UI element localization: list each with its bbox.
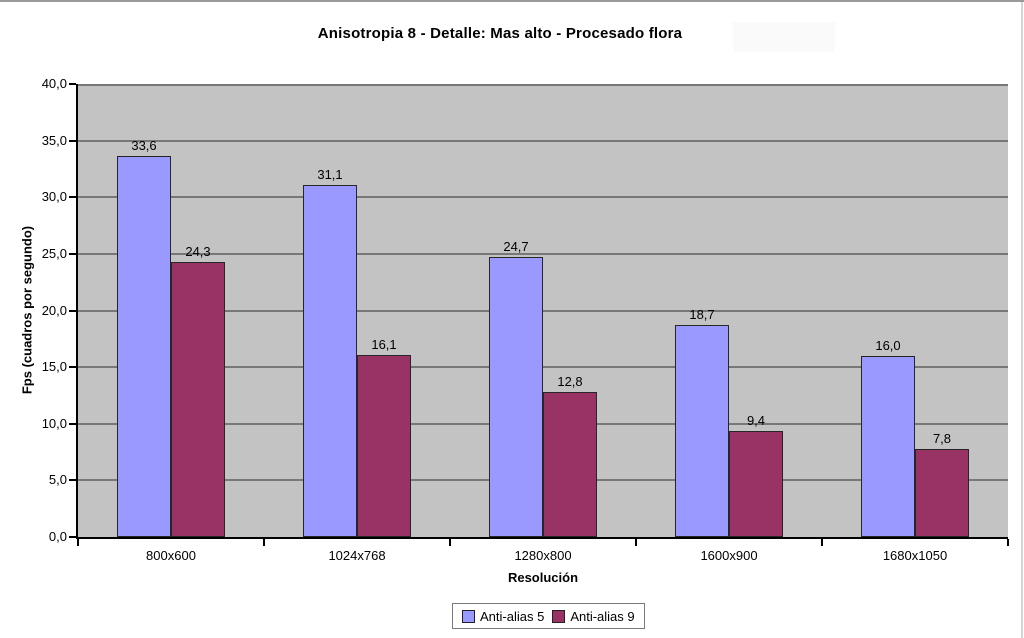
bar-value-label: 18,7	[689, 307, 715, 322]
bar-anti-alias-9	[171, 262, 225, 537]
y-tick-mark	[69, 252, 76, 255]
y-tick-label: 30,0	[41, 189, 67, 205]
legend-item: Anti-alias 5	[462, 609, 544, 624]
bar-anti-alias-5	[675, 325, 729, 537]
bar-value-label: 16,0	[875, 338, 901, 353]
bar-value-label: 12,8	[557, 374, 583, 389]
x-category-label: 1600x900	[700, 548, 758, 563]
y-tick-label: 15,0	[41, 359, 67, 375]
bar-anti-alias-5	[489, 257, 543, 537]
window-top-border	[0, 0, 1024, 2]
bar-anti-alias-5	[303, 185, 357, 537]
y-gridline	[78, 252, 1008, 255]
bar-anti-alias-9	[357, 355, 411, 537]
bar-anti-alias-9	[915, 449, 969, 537]
bar-anti-alias-9	[729, 431, 783, 537]
y-tick-label: 0,0	[48, 529, 67, 544]
x-category-label: 1024x768	[328, 548, 386, 563]
y-tick-mark	[69, 196, 76, 199]
y-tick-mark	[69, 536, 76, 538]
legend-swatch-anti-alias-5	[462, 609, 475, 623]
legend-swatch-anti-alias-9	[552, 609, 566, 623]
y-tick-mark	[69, 139, 76, 142]
bar-value-label: 24,7	[503, 239, 529, 254]
bar-value-label: 24,3	[185, 244, 211, 259]
x-tick-mark	[263, 539, 265, 546]
x-category-label: 1280x800	[514, 548, 572, 563]
bar-value-label: 9,4	[746, 413, 766, 428]
x-axis-line	[76, 537, 1008, 539]
bar-value-label: 16,1	[371, 337, 397, 352]
y-gridline	[78, 84, 1008, 86]
x-tick-mark	[449, 539, 451, 546]
y-gridline	[78, 196, 1008, 199]
y-tick-mark	[69, 422, 76, 425]
plot-area: 33,6 24,3 31,1 16,1 24,7 12,8 18,7 9,4 16,0 7,8	[78, 84, 1008, 537]
y-tick-label: 5,0	[48, 472, 67, 488]
y-tick-label: 35,0	[41, 132, 67, 148]
x-tick-mark	[821, 539, 823, 546]
legend: Anti-alias 5 Anti-alias 9	[452, 603, 645, 629]
y-tick-mark	[69, 309, 76, 312]
x-category-label: 800x600	[146, 548, 196, 563]
title-artifact-box	[733, 22, 835, 52]
legend-label: Anti-alias 5	[480, 608, 545, 624]
bar-value-label: 31,1	[317, 167, 343, 182]
window-right-border	[1021, 2, 1023, 638]
bar-value-label: 33,6	[131, 138, 157, 153]
y-tick-label: 25,0	[41, 245, 67, 261]
bar-value-label: 7,8	[932, 431, 952, 446]
bar-anti-alias-5	[117, 156, 171, 537]
y-gridline	[78, 139, 1008, 142]
x-category-label: 1680x1050	[882, 548, 948, 563]
y-tick-label: 40,0	[41, 76, 67, 91]
y-tick-mark	[69, 479, 76, 482]
y-tick-label: 20,0	[41, 302, 67, 318]
bar-anti-alias-5	[861, 356, 915, 537]
y-tick-mark	[69, 83, 76, 85]
x-axis-title: Resolución	[507, 570, 579, 585]
y-tick-mark	[69, 366, 76, 369]
legend-label: Anti-alias 9	[570, 608, 635, 624]
bar-anti-alias-9	[543, 392, 597, 537]
y-axis-line	[76, 84, 78, 539]
legend-item: Anti-alias 9	[552, 608, 635, 624]
y-gridline	[78, 366, 1008, 369]
x-tick-mark	[1007, 539, 1009, 546]
x-tick-mark	[77, 539, 79, 546]
y-gridline	[78, 309, 1008, 312]
x-tick-mark	[635, 539, 637, 546]
chart-title: Anisotropia 8 - Detalle: Mas alto - Proc…	[317, 25, 683, 42]
y-tick-label: 10,0	[41, 415, 67, 431]
